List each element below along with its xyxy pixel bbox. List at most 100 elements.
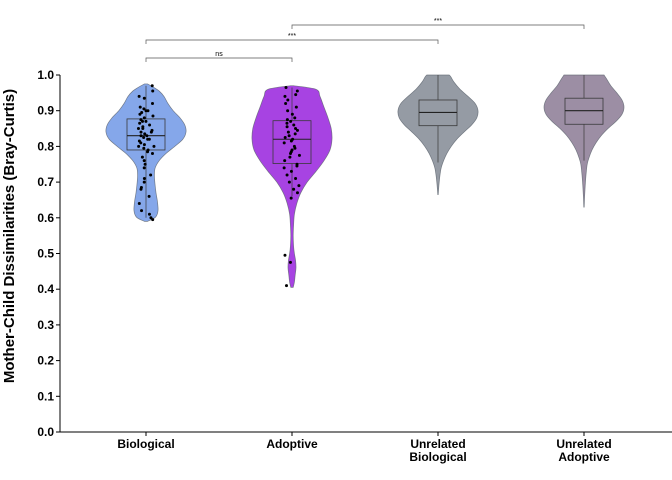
data-point <box>285 125 289 129</box>
x-tick-label-line: Adoptive <box>266 437 318 451</box>
data-point <box>141 127 145 131</box>
x-tick-label: Adoptive <box>266 437 318 451</box>
data-point <box>289 152 293 156</box>
data-point <box>294 105 298 109</box>
data-point <box>295 128 299 132</box>
x-tick-label: Biological <box>117 437 174 451</box>
bracket-line <box>145 57 293 62</box>
y-tick-label: 0.9 <box>37 104 54 118</box>
data-point <box>288 260 292 264</box>
data-point <box>139 187 143 191</box>
data-point <box>142 166 146 170</box>
data-point <box>297 184 301 188</box>
box <box>272 120 312 164</box>
data-point <box>147 212 151 216</box>
data-point <box>289 139 293 143</box>
data-point <box>294 177 298 181</box>
data-point <box>288 155 292 159</box>
violin-4 <box>543 74 625 208</box>
data-point <box>138 121 142 125</box>
data-point <box>294 93 298 97</box>
bracket-line <box>145 39 439 44</box>
x-tick-label-line: Adoptive <box>558 450 610 464</box>
data-point <box>142 116 146 120</box>
data-point <box>150 152 154 156</box>
data-point <box>286 130 290 134</box>
data-point <box>136 127 140 131</box>
data-point <box>284 284 288 288</box>
data-point <box>295 191 299 195</box>
box <box>126 118 166 151</box>
significance-group: ns *** *** <box>145 18 585 62</box>
data-point <box>285 121 289 125</box>
data-point <box>144 119 148 123</box>
violin-1 <box>105 83 187 222</box>
data-point <box>151 89 155 93</box>
data-point <box>149 173 153 177</box>
data-point <box>146 150 150 154</box>
data-point <box>143 162 147 166</box>
significance-label: ns <box>215 51 223 58</box>
data-point <box>287 134 291 138</box>
data-point <box>140 119 144 123</box>
data-point <box>137 202 141 206</box>
data-point <box>140 155 144 159</box>
data-point <box>142 159 146 163</box>
significance-bracket: *** <box>145 33 439 44</box>
data-point <box>145 134 149 138</box>
data-point <box>287 180 291 184</box>
data-point <box>139 130 143 134</box>
data-point <box>139 141 143 145</box>
data-point <box>294 127 298 131</box>
data-point <box>283 94 287 98</box>
significance-bracket: *** <box>291 18 585 29</box>
data-point <box>285 173 289 177</box>
data-point <box>295 164 299 168</box>
data-point <box>293 146 297 150</box>
data-point <box>142 107 146 111</box>
data-point <box>151 218 155 222</box>
data-point <box>283 253 287 257</box>
data-point <box>295 89 299 93</box>
data-point <box>142 180 146 184</box>
y-tick-label: 0.7 <box>37 175 54 189</box>
axes-group: 0.0 0.1 0.2 0.3 0.4 0.5 0.6 0.7 0.8 0.9 1.0 Biologi… <box>37 68 672 464</box>
data-point <box>150 84 154 88</box>
data-point <box>142 177 146 181</box>
data-point <box>140 209 144 213</box>
data-point <box>149 130 153 134</box>
y-axis-label: Mother-Child Dissimilarities (Bray-Curti… <box>1 89 18 383</box>
data-point <box>137 94 141 98</box>
significance-label: *** <box>288 33 296 40</box>
data-point <box>297 153 301 157</box>
data-point <box>289 196 293 200</box>
data-point <box>139 134 143 138</box>
data-point <box>137 144 141 148</box>
y-tick-label: 0.6 <box>37 211 54 225</box>
y-tick-label: 0.5 <box>37 247 54 261</box>
x-tick-label-line: Unrelated <box>556 437 611 451</box>
significance-bracket: ns <box>145 51 293 62</box>
data-point <box>138 105 142 109</box>
data-point <box>152 144 156 148</box>
data-point <box>142 96 146 100</box>
data-point <box>146 137 150 141</box>
violins-group <box>105 74 625 288</box>
data-point <box>285 118 289 122</box>
data-point <box>283 135 287 139</box>
data-point <box>289 119 293 123</box>
data-point <box>289 169 293 173</box>
data-point <box>147 194 151 198</box>
data-point <box>292 123 296 127</box>
data-point <box>293 132 297 136</box>
x-tick-label-line: Biological <box>409 450 466 464</box>
y-tick-label: 0.2 <box>37 354 54 368</box>
data-point <box>142 143 146 147</box>
y-tick-label: 0.4 <box>37 282 54 296</box>
data-point <box>150 102 154 106</box>
data-point <box>290 112 294 116</box>
y-tick-label: 0.3 <box>37 318 54 332</box>
significance-label: *** <box>434 18 442 25</box>
data-point <box>142 135 146 139</box>
